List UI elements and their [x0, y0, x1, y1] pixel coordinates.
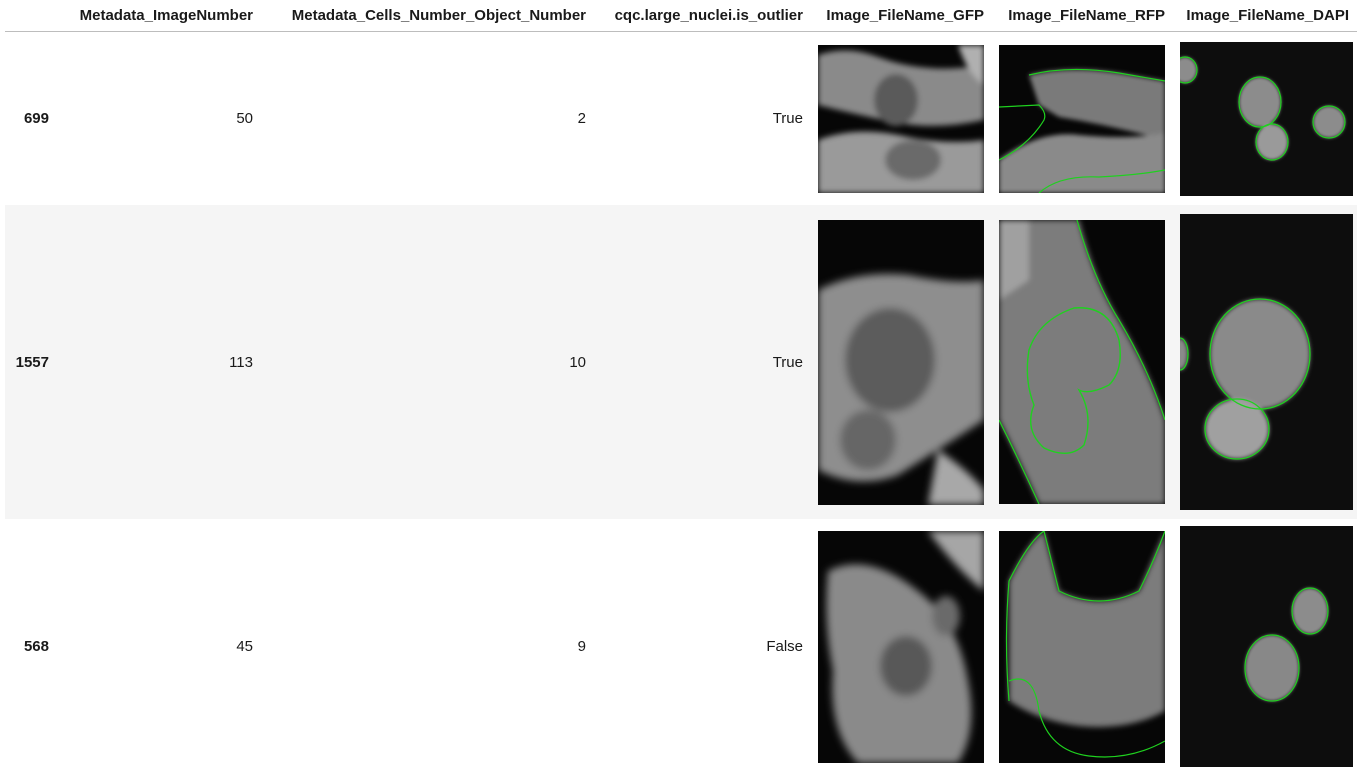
image-number-cell: 50 — [236, 110, 253, 127]
gfp-micrograph — [818, 530, 984, 763]
dapi-micrograph — [1180, 214, 1353, 510]
image-number-cell: 45 — [236, 638, 253, 655]
gfp-micrograph — [818, 219, 984, 505]
gfp-image-cell — [811, 32, 992, 206]
image-number-cell: 113 — [57, 205, 261, 519]
rfp-image-cell — [992, 205, 1173, 519]
dapi-image-cell — [1173, 32, 1357, 206]
rfp-image-cell — [992, 32, 1173, 206]
table-row: 568 45 9 False — [5, 519, 1357, 774]
header-image-number: Metadata_ImageNumber — [57, 0, 261, 32]
rfp-micrograph — [999, 530, 1165, 763]
header-rfp: Image_FileName_RFP — [992, 0, 1173, 32]
header-row: Metadata_ImageNumber Metadata_Cells_Numb… — [5, 0, 1357, 32]
dapi-micrograph — [1180, 41, 1353, 196]
row-index: 699 — [23, 110, 49, 127]
header-dapi: Image_FileName_DAPI — [1173, 0, 1357, 32]
row-index: 1557 — [5, 205, 57, 519]
dapi-image-cell — [1173, 519, 1357, 774]
dapi-image-cell — [1173, 205, 1357, 519]
rfp-image-cell — [992, 519, 1173, 774]
rfp-micrograph — [999, 44, 1165, 193]
header-object-number: Metadata_Cells_Number_Object_Number — [261, 0, 594, 32]
object-number-cell: 10 — [261, 205, 594, 519]
table-row: 1557 113 10 True — [5, 205, 1357, 519]
dataframe-table: Metadata_ImageNumber Metadata_Cells_Numb… — [5, 0, 1357, 774]
is-outlier-cell: False — [766, 638, 803, 655]
object-number-cell: 2 — [577, 110, 586, 127]
gfp-image-cell — [811, 205, 992, 519]
row-index: 568 — [23, 638, 49, 655]
dapi-micrograph — [1180, 526, 1353, 767]
index-header — [5, 0, 57, 32]
object-number-cell: 9 — [577, 638, 586, 655]
table-row: 699 50 2 True — [5, 32, 1357, 206]
is-outlier-cell: True — [594, 205, 811, 519]
gfp-micrograph — [818, 44, 984, 193]
header-is-outlier: cqc.large_nuclei.is_outlier — [594, 0, 811, 32]
header-gfp: Image_FileName_GFP — [811, 0, 992, 32]
gfp-image-cell — [811, 519, 992, 774]
rfp-micrograph — [999, 220, 1165, 504]
is-outlier-cell: True — [772, 110, 803, 127]
